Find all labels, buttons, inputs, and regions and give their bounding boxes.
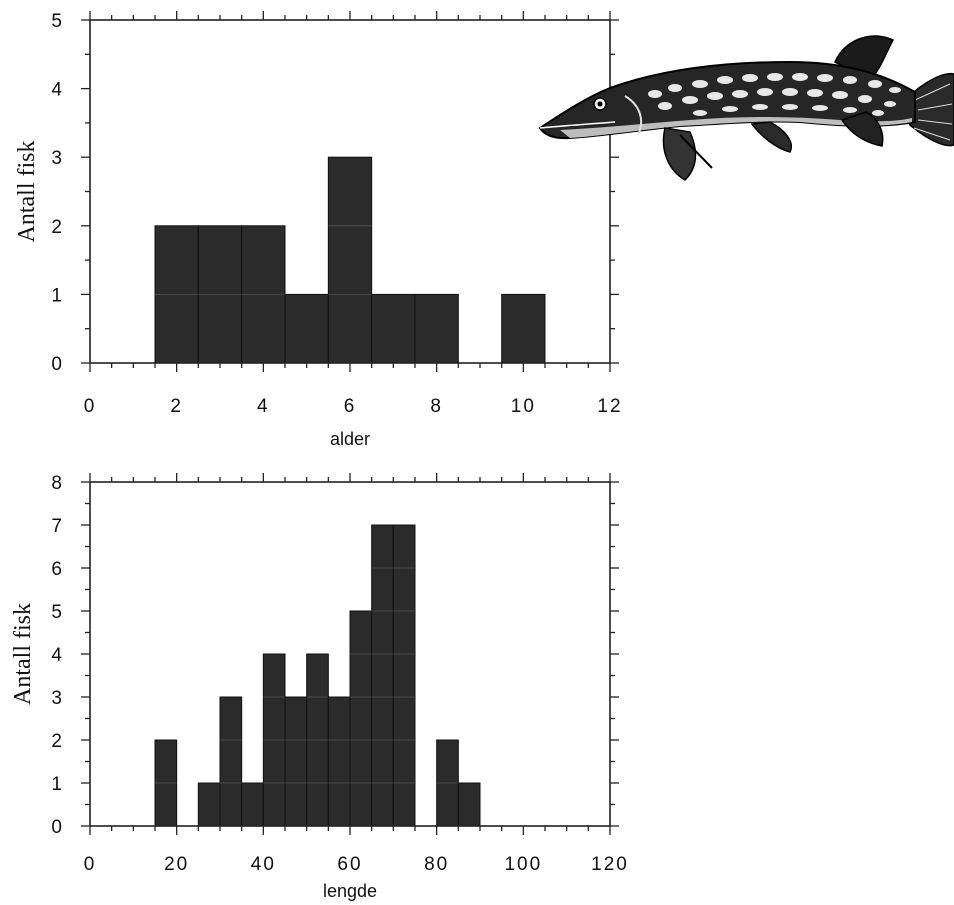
- histogram-bar-1-10: [392, 524, 416, 827]
- y-tick-label: 1: [51, 285, 64, 306]
- histogram-bar-0-7: [501, 293, 546, 364]
- y-tick-label: 3: [51, 148, 64, 169]
- x-axis-title: alder: [330, 429, 370, 449]
- y-tick-label: 7: [51, 516, 64, 537]
- y-tick-label: 4: [51, 645, 64, 666]
- y-axis-title: Antall fisk: [14, 141, 40, 243]
- x-tick-label: 8: [430, 396, 443, 417]
- histogram-bar-1-8: [349, 610, 373, 827]
- x-tick-label: 2: [170, 396, 183, 417]
- histogram-bar-0-4: [327, 156, 373, 364]
- y-tick-label: 1: [51, 774, 64, 795]
- y-tick-label: 0: [51, 354, 64, 375]
- y-tick-label: 8: [51, 473, 64, 494]
- y-tick-label: 0: [51, 817, 64, 838]
- histogram-bar-1-2: [219, 696, 243, 827]
- x-tick-label: 6: [344, 396, 357, 417]
- y-axis-title: Antall fisk: [10, 603, 36, 705]
- x-tick-label: 0: [84, 396, 97, 417]
- y-tick-label: 5: [51, 602, 64, 623]
- y-tick-label: 6: [51, 559, 64, 580]
- x-tick-label: 4: [257, 396, 270, 417]
- x-tick-label: 120: [591, 854, 629, 875]
- x-tick-label: 60: [337, 854, 362, 875]
- y-tick-label: 5: [51, 11, 64, 32]
- length-histogram: 0 20 40 60 80 100 120 0 1 2 3 4 5 6 7 8 lengde Antall fis…: [10, 473, 629, 901]
- histogram-bar-0-6: [414, 293, 459, 364]
- x-tick-label: 12: [597, 396, 622, 417]
- histogram-bar-1-1: [197, 782, 221, 827]
- histogram-bar-1-5: [284, 696, 308, 827]
- x-axis-title: lengde: [323, 881, 377, 901]
- histogram-bar-1-3: [241, 782, 264, 827]
- y-tick-label: 3: [51, 688, 64, 709]
- histogram-bar-1-9: [371, 524, 394, 827]
- y-tick-label: 4: [51, 80, 64, 101]
- x-tick-label: 40: [251, 854, 276, 875]
- x-tick-label: 10: [511, 396, 536, 417]
- histogram-bar-1-12: [457, 782, 481, 827]
- y-tick-label: 2: [51, 731, 64, 752]
- y-tick-label: 2: [51, 217, 64, 238]
- x-tick-label: 80: [424, 854, 449, 875]
- histogram-bar-0-5: [371, 293, 416, 364]
- x-tick-label: 20: [164, 854, 189, 875]
- pike-fish-icon: [538, 35, 954, 181]
- x-tick-label: 0: [84, 854, 97, 875]
- x-tick-label: 100: [504, 854, 542, 875]
- histogram-bar-0-3: [284, 293, 329, 364]
- histogram-bar-1-7: [327, 696, 351, 827]
